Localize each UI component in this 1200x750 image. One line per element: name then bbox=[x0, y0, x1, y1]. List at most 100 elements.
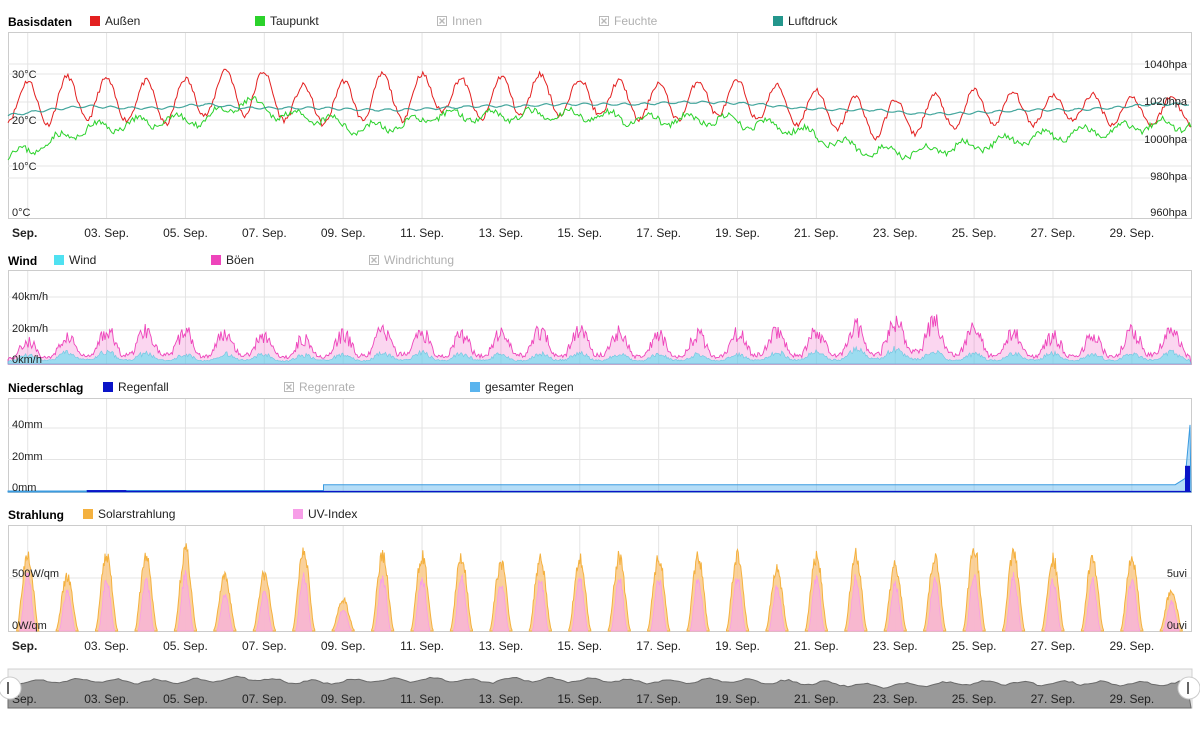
series-area-wind bbox=[7, 345, 1192, 365]
wind-title: Wind bbox=[8, 254, 37, 268]
x-tick-label: 17. Sep. bbox=[636, 692, 681, 706]
legend-label: Regenrate bbox=[299, 380, 355, 394]
legend-label: Feuchte bbox=[614, 14, 658, 28]
x-tick-label: 19. Sep. bbox=[715, 226, 760, 240]
navigator-right-handle[interactable] bbox=[1177, 676, 1200, 700]
x-tick-label: 19. Sep. bbox=[715, 639, 760, 653]
x-tick-label: 29. Sep. bbox=[1109, 692, 1154, 706]
legend-label: Innen bbox=[452, 14, 482, 28]
y-tick-label: 0mm bbox=[12, 482, 36, 494]
x-tick-label: 13. Sep. bbox=[479, 226, 524, 240]
series-area-uv-index bbox=[19, 570, 1180, 632]
x-tick-label: 21. Sep. bbox=[794, 226, 839, 240]
legend-label: Böen bbox=[226, 253, 254, 267]
legend-label: gesamter Regen bbox=[485, 380, 574, 394]
x-tick-label: 07. Sep. bbox=[242, 692, 287, 706]
legend-label: Solarstrahlung bbox=[98, 507, 175, 521]
legend-label: Taupunkt bbox=[270, 14, 319, 28]
solar-plot: 500W/qm 0W/qm 5uvi 0uvi bbox=[8, 525, 1192, 632]
x-tick-label: 13. Sep. bbox=[479, 639, 524, 653]
legend-label: UV-Index bbox=[308, 507, 357, 521]
series-line-aussen bbox=[7, 68, 1192, 141]
legend-item-feuchte[interactable]: Feuchte bbox=[599, 14, 658, 28]
legend-item-außen[interactable]: Außen bbox=[90, 14, 140, 28]
legend-label: Wind bbox=[69, 253, 96, 267]
legend-item-taupunkt[interactable]: Taupunkt bbox=[255, 14, 319, 28]
navigator[interactable]: Sep. 03. Sep. 05. Sep. 07. Sep. 09. Sep. 11. … bbox=[0, 668, 1200, 709]
x-tick-label: 03. Sep. bbox=[84, 226, 129, 240]
x-tick-label: 25. Sep. bbox=[952, 692, 997, 706]
basis-grid bbox=[8, 33, 1191, 218]
x-tick-label: 29. Sep. bbox=[1109, 226, 1154, 240]
x-tick-label: 23. Sep. bbox=[873, 692, 918, 706]
x-tick-label: 17. Sep. bbox=[636, 226, 681, 240]
x-tick-label: 07. Sep. bbox=[242, 226, 287, 240]
cross-icon bbox=[371, 257, 377, 263]
x-tick-label: 25. Sep. bbox=[952, 639, 997, 653]
y-tick-label: 20°C bbox=[12, 115, 37, 127]
basis-legend[interactable]: Außen Taupunkt Innen Feuchte Luftdruck bbox=[90, 14, 838, 28]
legend-item-wind[interactable]: Wind bbox=[54, 253, 96, 267]
rain-legend[interactable]: Regenfall Regenrate gesamter Regen bbox=[103, 380, 574, 394]
x-tick-label: Sep. bbox=[12, 639, 37, 653]
y-tick-label: 500W/qm bbox=[12, 568, 59, 580]
x-tick-label: 15. Sep. bbox=[557, 226, 602, 240]
legend-label: Außen bbox=[105, 14, 140, 28]
rain-bar bbox=[1185, 465, 1190, 492]
navigator-left-handle-knob[interactable] bbox=[0, 676, 22, 700]
wind-header: Wind Wind Böen Windrichtung bbox=[8, 253, 454, 268]
x-axis-bottom: Sep. 03. Sep. 05. Sep. 07. Sep. 09. Sep. 11. … bbox=[12, 639, 1154, 653]
basis-frame bbox=[8, 32, 1192, 219]
x-tick-label: 11. Sep. bbox=[400, 692, 444, 706]
x-tick-label: 05. Sep. bbox=[163, 692, 208, 706]
x-tick-label: 05. Sep. bbox=[163, 639, 208, 653]
solar-legend[interactable]: Solarstrahlung UV-Index bbox=[83, 507, 357, 521]
y-tick-label: 0°C bbox=[12, 207, 31, 219]
x-tick-label: 09. Sep. bbox=[321, 692, 366, 706]
legend-item-gesamter-regen[interactable]: gesamter Regen bbox=[470, 380, 574, 394]
legend-item-regenfall[interactable]: Regenfall bbox=[103, 380, 169, 394]
rain-title: Niederschlag bbox=[8, 381, 83, 395]
y-tick-label: 20mm bbox=[12, 451, 43, 463]
x-tick-label: 29. Sep. bbox=[1109, 639, 1154, 653]
y-tick-label: 40mm bbox=[12, 419, 43, 431]
legend-item-uv-index[interactable]: UV-Index bbox=[293, 507, 357, 521]
wind-series bbox=[7, 314, 1192, 365]
rain-series bbox=[7, 424, 1192, 493]
x-tick-label: 03. Sep. bbox=[84, 692, 129, 706]
legend-label: Windrichtung bbox=[384, 253, 454, 267]
x-axis-top: Sep. 03. Sep. 05. Sep. 07. Sep. 09. Sep. 11. … bbox=[12, 226, 1154, 240]
y-tick-label: 1040hpa bbox=[1144, 59, 1188, 71]
basis-header: Basisdaten Außen Taupunkt Innen Feuchte Luft… bbox=[8, 14, 838, 29]
navigator-series bbox=[7, 675, 1192, 709]
legend-label: Luftdruck bbox=[788, 14, 838, 28]
legend-item-böen[interactable]: Böen bbox=[211, 253, 254, 267]
basis-y-left-axis: 30°C 20°C 10°C 0°C bbox=[12, 69, 37, 219]
x-tick-label: 11. Sep. bbox=[400, 226, 444, 240]
legend-item-luftdruck[interactable]: Luftdruck bbox=[773, 14, 838, 28]
x-tick-label: 15. Sep. bbox=[557, 639, 602, 653]
solar-title: Strahlung bbox=[8, 508, 64, 522]
x-tick-label: 27. Sep. bbox=[1031, 639, 1076, 653]
x-tick-label: 05. Sep. bbox=[163, 226, 208, 240]
x-tick-label: 11. Sep. bbox=[400, 639, 444, 653]
legend-swatch bbox=[470, 382, 480, 392]
x-tick-label: 19. Sep. bbox=[715, 692, 760, 706]
x-tick-label: 25. Sep. bbox=[952, 226, 997, 240]
basis-title: Basisdaten bbox=[8, 15, 72, 29]
wind-legend[interactable]: Wind Böen Windrichtung bbox=[54, 253, 454, 267]
legend-swatch bbox=[103, 382, 113, 392]
legend-item-innen[interactable]: Innen bbox=[437, 14, 483, 28]
legend-swatch bbox=[90, 16, 100, 26]
legend-item-solarstrahlung[interactable]: Solarstrahlung bbox=[83, 507, 175, 521]
legend-item-windrichtung[interactable]: Windrichtung bbox=[369, 253, 455, 267]
legend-swatch bbox=[293, 509, 303, 519]
legend-item-regenrate[interactable]: Regenrate bbox=[284, 380, 356, 394]
wind-y-axis: 40km/h 20km/h 0km/h bbox=[12, 291, 48, 366]
x-tick-label: 17. Sep. bbox=[636, 639, 681, 653]
x-tick-label: 07. Sep. bbox=[242, 639, 287, 653]
solar-y-left-axis: 500W/qm 0W/qm bbox=[12, 568, 59, 632]
legend-swatch bbox=[211, 255, 221, 265]
navigator-left-handle[interactable] bbox=[0, 676, 22, 700]
